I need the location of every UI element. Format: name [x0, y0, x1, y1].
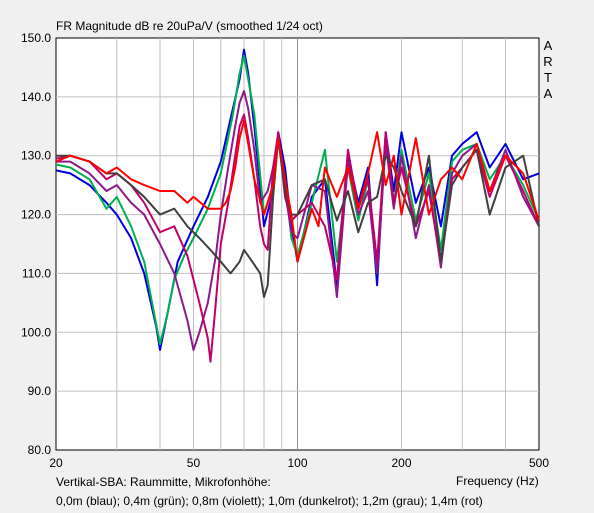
y-tick-label: 140.0: [21, 90, 51, 104]
y-tick-label: 120.0: [21, 208, 51, 222]
y-tick-label: 130.0: [21, 149, 51, 163]
y-tick-label: 90.0: [28, 384, 52, 398]
caption-line-1: Vertikal-SBA: Raummitte, Mikrofonhöhe:: [56, 475, 271, 489]
series-lines: [55, 48, 540, 363]
y-tick-label: 100.0: [21, 325, 51, 339]
arta-letter: R: [543, 54, 552, 69]
arta-letter: T: [544, 70, 552, 85]
caption-line-2: 0,0m (blau); 0,4m (grün); 0,8m (violett)…: [56, 494, 483, 508]
x-tick-label: 500: [529, 456, 549, 470]
series-line-4: [55, 113, 540, 363]
series-line-6: [55, 119, 540, 263]
y-tick-label: 110.0: [22, 266, 51, 280]
x-tick-label: 200: [391, 456, 411, 470]
x-tick-label: 20: [49, 456, 63, 470]
grid: [56, 38, 539, 450]
arta-letter: A: [544, 86, 553, 101]
arta-letter: A: [544, 38, 553, 53]
x-tick-label: 100: [287, 456, 307, 470]
y-tick-labels: 80.0 90.0 100.0 110.0 120.0 130.0 140.0 150.0: [21, 31, 51, 457]
x-tick-labels: 20 50 100 200 500: [49, 456, 549, 470]
x-tick-label: 50: [187, 456, 201, 470]
y-tick-label: 80.0: [28, 443, 52, 457]
chart-title: FR Magnitude dB re 20uPa/V (smoothed 1/2…: [56, 19, 323, 33]
y-tick-label: 150.0: [21, 31, 51, 45]
x-axis-label: Frequency (Hz): [456, 474, 539, 488]
